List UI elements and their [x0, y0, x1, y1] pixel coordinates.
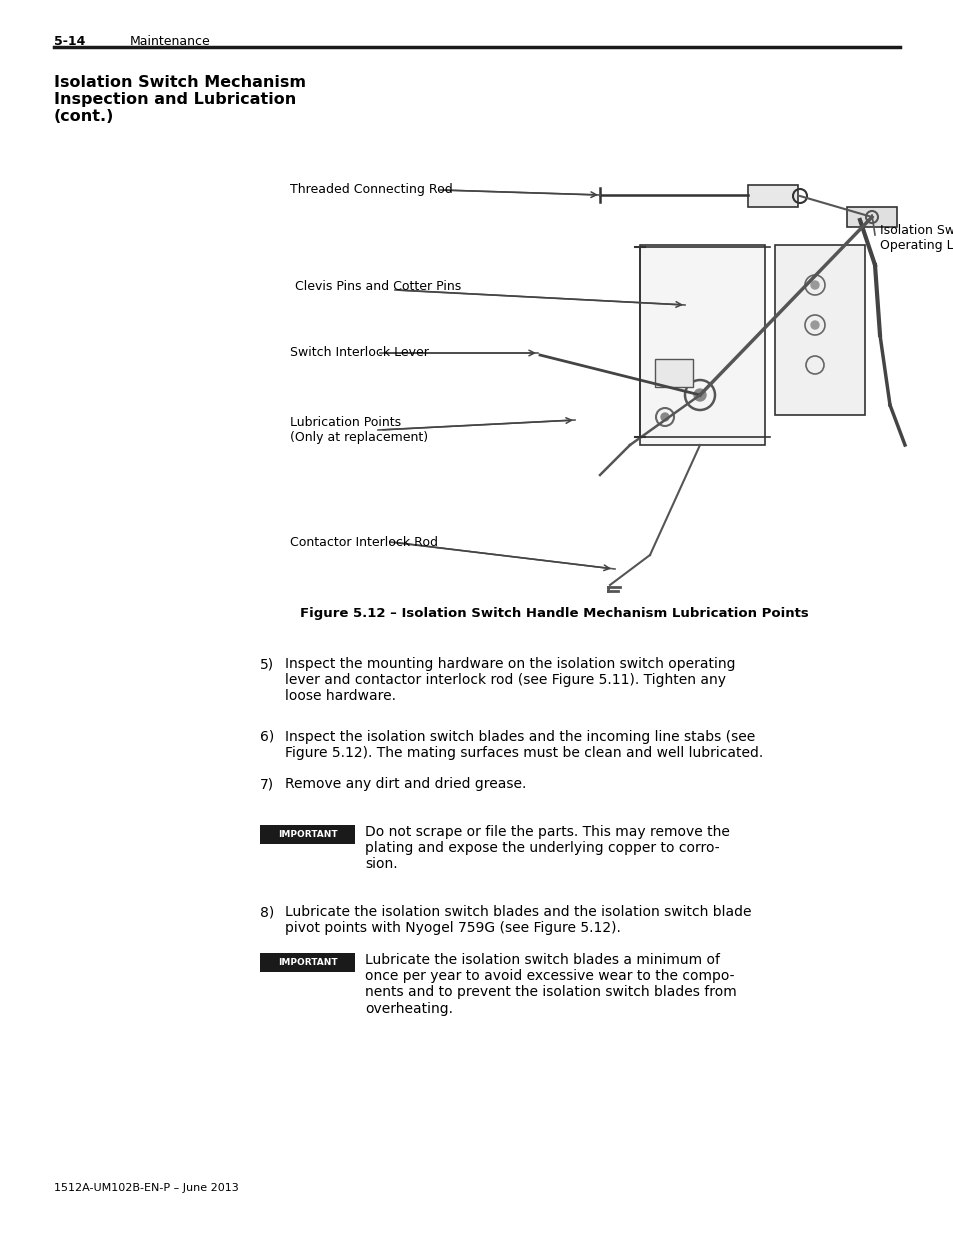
Circle shape	[810, 282, 818, 289]
Text: Isolation Switch Mechanism: Isolation Switch Mechanism	[54, 75, 306, 90]
Bar	[260, 825, 355, 844]
Text: Clevis Pins and Cotter Pins: Clevis Pins and Cotter Pins	[294, 280, 460, 294]
Text: Remove any dirt and dried grease.: Remove any dirt and dried grease.	[285, 777, 526, 790]
Text: Lubricate the isolation switch blades a minimum of
once per year to avoid excess: Lubricate the isolation switch blades a …	[365, 953, 736, 1015]
Circle shape	[693, 389, 705, 401]
Text: Lubricate the isolation switch blades and the isolation switch blade
pivot point: Lubricate the isolation switch blades an…	[285, 905, 751, 935]
Bar	[639, 245, 764, 445]
Text: IMPORTANT: IMPORTANT	[277, 958, 337, 967]
Text: Switch Interlock Lever: Switch Interlock Lever	[290, 347, 429, 359]
Bar	[655, 359, 692, 387]
Text: Inspect the isolation switch blades and the incoming line stabs (see
Figure 5.12: Inspect the isolation switch blades and …	[285, 730, 762, 761]
Text: Operating Lever: Operating Lever	[879, 238, 953, 252]
Circle shape	[660, 412, 668, 421]
Bar	[747, 185, 797, 207]
Bar	[774, 245, 864, 415]
Text: (cont.): (cont.)	[54, 109, 114, 124]
Text: 5): 5)	[260, 657, 274, 671]
Text: Isolation Switch: Isolation Switch	[879, 224, 953, 236]
Text: (Only at replacement): (Only at replacement)	[290, 431, 428, 445]
Text: 6): 6)	[260, 730, 274, 743]
Text: 7): 7)	[260, 777, 274, 790]
Text: Inspection and Lubrication: Inspection and Lubrication	[54, 91, 296, 107]
Text: IMPORTANT: IMPORTANT	[277, 830, 337, 839]
Text: Contactor Interlock Rod: Contactor Interlock Rod	[290, 536, 437, 548]
Bar	[846, 207, 896, 227]
Text: Figure 5.12 – Isolation Switch Handle Mechanism Lubrication Points: Figure 5.12 – Isolation Switch Handle Me…	[299, 606, 808, 620]
Text: 8): 8)	[260, 905, 274, 919]
Text: Inspect the mounting hardware on the isolation switch operating
lever and contac: Inspect the mounting hardware on the iso…	[285, 657, 735, 704]
Bar	[260, 953, 355, 972]
Text: Do not scrape or file the parts. This may remove the
plating and expose the unde: Do not scrape or file the parts. This ma…	[365, 825, 729, 872]
Text: Threaded Connecting Rod: Threaded Connecting Rod	[290, 184, 453, 196]
Circle shape	[810, 321, 818, 329]
Text: 5-14: 5-14	[54, 35, 85, 48]
Text: Lubrication Points: Lubrication Points	[290, 416, 400, 430]
Text: Maintenance: Maintenance	[130, 35, 211, 48]
Text: 1512A-UM102B-EN-P – June 2013: 1512A-UM102B-EN-P – June 2013	[54, 1183, 238, 1193]
